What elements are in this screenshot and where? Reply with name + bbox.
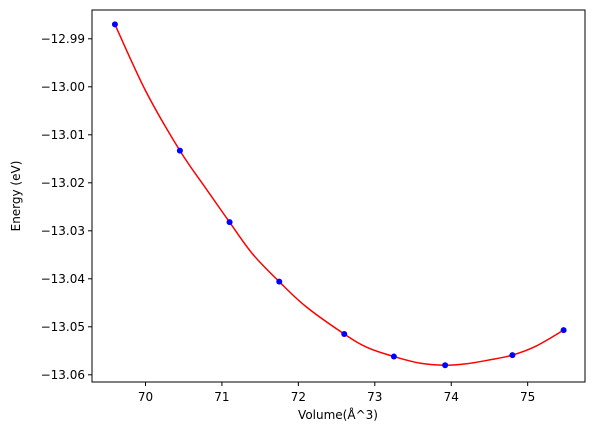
x-tick-label: 70: [138, 390, 153, 404]
x-axis-ticks: 70 71 72 73 74 75: [138, 382, 535, 404]
plot-area: [92, 10, 585, 382]
y-tick-label: −13.01: [41, 128, 85, 142]
data-point: [176, 147, 183, 154]
y-tick-label: −13.03: [41, 224, 85, 238]
data-point: [509, 352, 516, 359]
x-tick-label: 72: [291, 390, 306, 404]
data-point: [111, 21, 118, 28]
data-point: [560, 327, 567, 334]
y-tick-label: −13.06: [41, 368, 85, 382]
data-point: [442, 362, 449, 369]
plot-frame: [91, 9, 586, 383]
data-point: [276, 278, 283, 285]
fit-curve-layer: [114, 24, 564, 366]
x-tick-label: 74: [444, 390, 459, 404]
y-axis-label: Energy (eV): [9, 161, 23, 232]
data-point: [226, 219, 233, 226]
y-tick-label: −13.04: [41, 272, 85, 286]
x-axis-label: Volume(Å^3): [298, 407, 378, 422]
y-tick-label: −13.05: [41, 320, 85, 334]
y-tick-label: −13.02: [41, 176, 85, 190]
data-points-layer: [111, 21, 567, 369]
x-tick-label: 71: [214, 390, 229, 404]
y-tick-label: −13.00: [41, 80, 85, 94]
y-axis-ticks: −12.99 −13.00 −13.01 −13.02 −13.03 −13.04 −13.…: [41, 32, 92, 382]
y-tick-label: −12.99: [41, 32, 85, 46]
x-tick-label: 73: [367, 390, 382, 404]
x-tick-label: 75: [520, 390, 535, 404]
data-point: [390, 353, 397, 360]
fit-curve-line: [114, 24, 564, 366]
data-point: [341, 331, 348, 337]
